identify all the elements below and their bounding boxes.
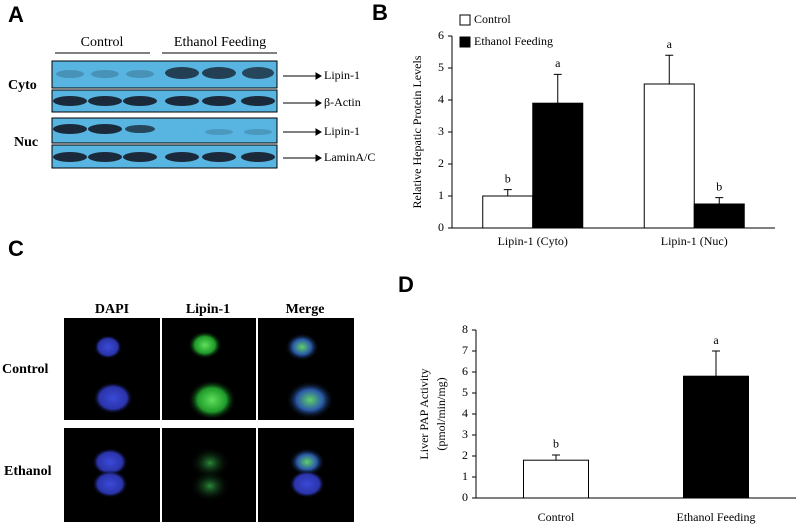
row-label: Control [2, 362, 49, 377]
column-label: DAPI [95, 302, 129, 317]
bar [683, 375, 749, 499]
x-tick-label: Lipin-1 (Nuc) [661, 234, 728, 248]
x-tick-label: Ethanol Feeding [677, 510, 756, 524]
x-tick-label: Control [538, 510, 575, 524]
y-tick-label: 8 [462, 322, 468, 336]
y-tick-label: 0 [462, 490, 468, 504]
band-label: Lipin-1 [324, 124, 360, 138]
section-label: Nuc [14, 135, 38, 150]
group-label: Ethanol Feeding [174, 35, 266, 50]
error-bar [552, 454, 560, 461]
arrows [283, 72, 322, 162]
column-label: Lipin-1 [186, 302, 230, 317]
bar [643, 83, 695, 229]
y-tick-label: 7 [462, 343, 468, 357]
panel-label: D [398, 272, 414, 297]
y-tick-label: 6 [462, 364, 468, 378]
bar [693, 203, 745, 229]
legend-swatch [459, 36, 471, 48]
bar [482, 195, 534, 229]
error-bar [665, 54, 674, 84]
legend-swatch [459, 14, 471, 26]
cells [92, 331, 334, 502]
column-label: Merge [286, 302, 325, 317]
blot-bands [53, 67, 275, 162]
section-label: Cyto [8, 78, 37, 93]
band-label: β-Actin [324, 95, 361, 109]
panel-label: B [372, 0, 388, 25]
significance-label: b [716, 179, 722, 193]
y-tick-label: 2 [438, 156, 444, 170]
error-bar [503, 189, 512, 196]
error-bar [712, 350, 720, 377]
significance-label: b [505, 171, 511, 185]
row-label: Ethanol [4, 464, 52, 479]
y-tick-label: 1 [462, 469, 468, 483]
y-tick-label: 3 [462, 427, 468, 441]
y-tick-label: 4 [462, 406, 468, 420]
y-tick-label: 1 [438, 188, 444, 202]
significance-label: b [553, 437, 559, 451]
y-tick-label: 5 [462, 385, 468, 399]
band-label: LaminA/C [324, 150, 375, 164]
significance-label: a [667, 37, 673, 51]
legend-label: Control [474, 12, 511, 26]
y-axis-label: Liver PAP Activity [417, 368, 431, 459]
bar [523, 459, 589, 499]
y-tick-label: 6 [438, 28, 444, 42]
y-tick-label: 0 [438, 220, 444, 234]
microscopy: DAPI Lipin-1 Merge Control Ethanol [2, 302, 354, 522]
bar [532, 102, 584, 229]
panel-label: A [8, 2, 24, 27]
x-tick-label: Lipin-1 (Cyto) [498, 234, 568, 248]
y-tick-label: 4 [438, 92, 444, 106]
band-label: Lipin-1 [324, 68, 360, 82]
group-label: Control [81, 35, 124, 50]
y-tick-label: 5 [438, 60, 444, 74]
y-axis-label: Relative Hepatic Protein Levels [410, 55, 424, 208]
blot-strips [51, 60, 278, 169]
error-bar [553, 73, 562, 104]
significance-label: a [555, 56, 561, 70]
error-bar [715, 197, 724, 204]
significance-label: a [713, 333, 719, 347]
y-tick-label: 2 [462, 448, 468, 462]
legend-label: Ethanol Feeding [474, 34, 553, 48]
y-axis-label: (pmol/min/mg) [434, 377, 448, 450]
y-tick-label: 3 [438, 124, 444, 138]
blot: Control Ethanol Feeding Cyto Nuc [8, 35, 375, 169]
panel-label: C [8, 236, 24, 261]
